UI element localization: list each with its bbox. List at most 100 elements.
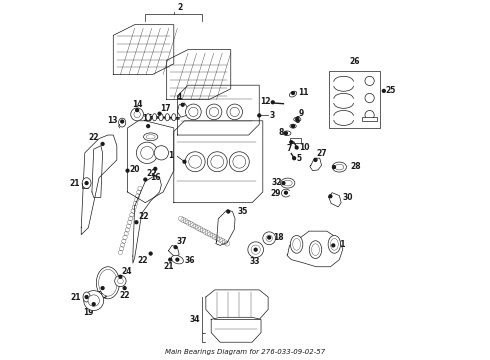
Text: 26: 26 — [349, 57, 360, 66]
Polygon shape — [113, 25, 174, 75]
Polygon shape — [287, 231, 343, 267]
Polygon shape — [177, 103, 188, 117]
Text: 23: 23 — [98, 291, 108, 300]
Circle shape — [176, 258, 179, 261]
Ellipse shape — [119, 118, 126, 127]
Circle shape — [189, 155, 201, 168]
Circle shape — [292, 125, 294, 127]
Polygon shape — [174, 121, 263, 203]
Circle shape — [209, 107, 219, 117]
Text: 12: 12 — [260, 97, 270, 106]
Circle shape — [121, 120, 123, 123]
Circle shape — [158, 112, 161, 115]
Text: 19: 19 — [83, 309, 94, 318]
Text: 22: 22 — [120, 291, 130, 300]
Ellipse shape — [291, 235, 303, 253]
Ellipse shape — [83, 292, 90, 302]
Ellipse shape — [283, 180, 292, 186]
Circle shape — [292, 91, 294, 94]
Circle shape — [332, 244, 335, 247]
Text: 28: 28 — [350, 162, 361, 171]
Text: 4: 4 — [176, 93, 182, 102]
Ellipse shape — [144, 133, 158, 141]
Ellipse shape — [165, 114, 170, 121]
Polygon shape — [310, 158, 321, 171]
Text: 21: 21 — [69, 179, 79, 188]
Ellipse shape — [312, 244, 319, 256]
Text: 21: 21 — [71, 293, 81, 302]
Text: 9: 9 — [299, 109, 304, 118]
Circle shape — [186, 104, 201, 120]
Circle shape — [229, 152, 249, 172]
Polygon shape — [92, 146, 102, 197]
Text: 3: 3 — [269, 111, 274, 120]
Text: 34: 34 — [189, 315, 200, 324]
Ellipse shape — [159, 114, 163, 121]
Ellipse shape — [335, 164, 344, 170]
Polygon shape — [216, 210, 235, 246]
Circle shape — [266, 235, 272, 242]
Ellipse shape — [328, 235, 341, 253]
Text: 1: 1 — [169, 151, 174, 160]
Ellipse shape — [293, 238, 300, 250]
Text: 32: 32 — [272, 177, 282, 186]
Text: 30: 30 — [342, 193, 353, 202]
Circle shape — [230, 107, 239, 117]
Text: 22: 22 — [138, 212, 148, 221]
Circle shape — [207, 152, 227, 172]
Circle shape — [285, 191, 287, 194]
Text: 6: 6 — [295, 116, 300, 125]
Circle shape — [135, 221, 138, 224]
Circle shape — [258, 114, 261, 117]
Text: 27: 27 — [316, 149, 327, 158]
Circle shape — [154, 167, 157, 170]
Circle shape — [206, 104, 222, 120]
Text: 29: 29 — [271, 189, 281, 198]
Polygon shape — [127, 121, 174, 203]
Circle shape — [119, 275, 122, 278]
Ellipse shape — [82, 178, 91, 188]
Circle shape — [227, 210, 230, 213]
Circle shape — [101, 143, 104, 145]
Circle shape — [88, 295, 99, 306]
Text: 14: 14 — [132, 100, 143, 109]
Circle shape — [101, 287, 104, 289]
Circle shape — [84, 291, 104, 311]
Text: 22: 22 — [89, 133, 99, 142]
Text: 24: 24 — [122, 267, 132, 276]
Circle shape — [333, 166, 336, 168]
Circle shape — [126, 169, 129, 172]
Ellipse shape — [281, 178, 295, 188]
Polygon shape — [81, 135, 117, 235]
Polygon shape — [329, 193, 341, 207]
Text: 15: 15 — [142, 113, 152, 122]
Text: 22: 22 — [138, 256, 148, 265]
Circle shape — [263, 232, 275, 245]
Ellipse shape — [172, 255, 183, 264]
Circle shape — [136, 142, 158, 163]
Circle shape — [251, 245, 260, 254]
Text: 16: 16 — [150, 173, 161, 182]
Circle shape — [131, 108, 144, 121]
Polygon shape — [169, 246, 179, 258]
Circle shape — [365, 111, 374, 120]
Ellipse shape — [330, 238, 338, 250]
Circle shape — [285, 132, 287, 135]
Circle shape — [314, 158, 317, 161]
Polygon shape — [211, 317, 261, 342]
Ellipse shape — [97, 267, 120, 299]
Text: 25: 25 — [386, 86, 396, 95]
Circle shape — [134, 111, 140, 118]
Ellipse shape — [309, 241, 322, 258]
Circle shape — [149, 252, 152, 255]
Text: 18: 18 — [273, 233, 283, 242]
Circle shape — [118, 278, 123, 284]
Ellipse shape — [172, 114, 176, 121]
Ellipse shape — [332, 162, 346, 172]
Ellipse shape — [283, 131, 291, 136]
Circle shape — [254, 248, 257, 251]
Circle shape — [296, 118, 299, 121]
Text: 37: 37 — [177, 237, 187, 246]
Circle shape — [271, 101, 274, 104]
Text: 17: 17 — [161, 104, 171, 113]
